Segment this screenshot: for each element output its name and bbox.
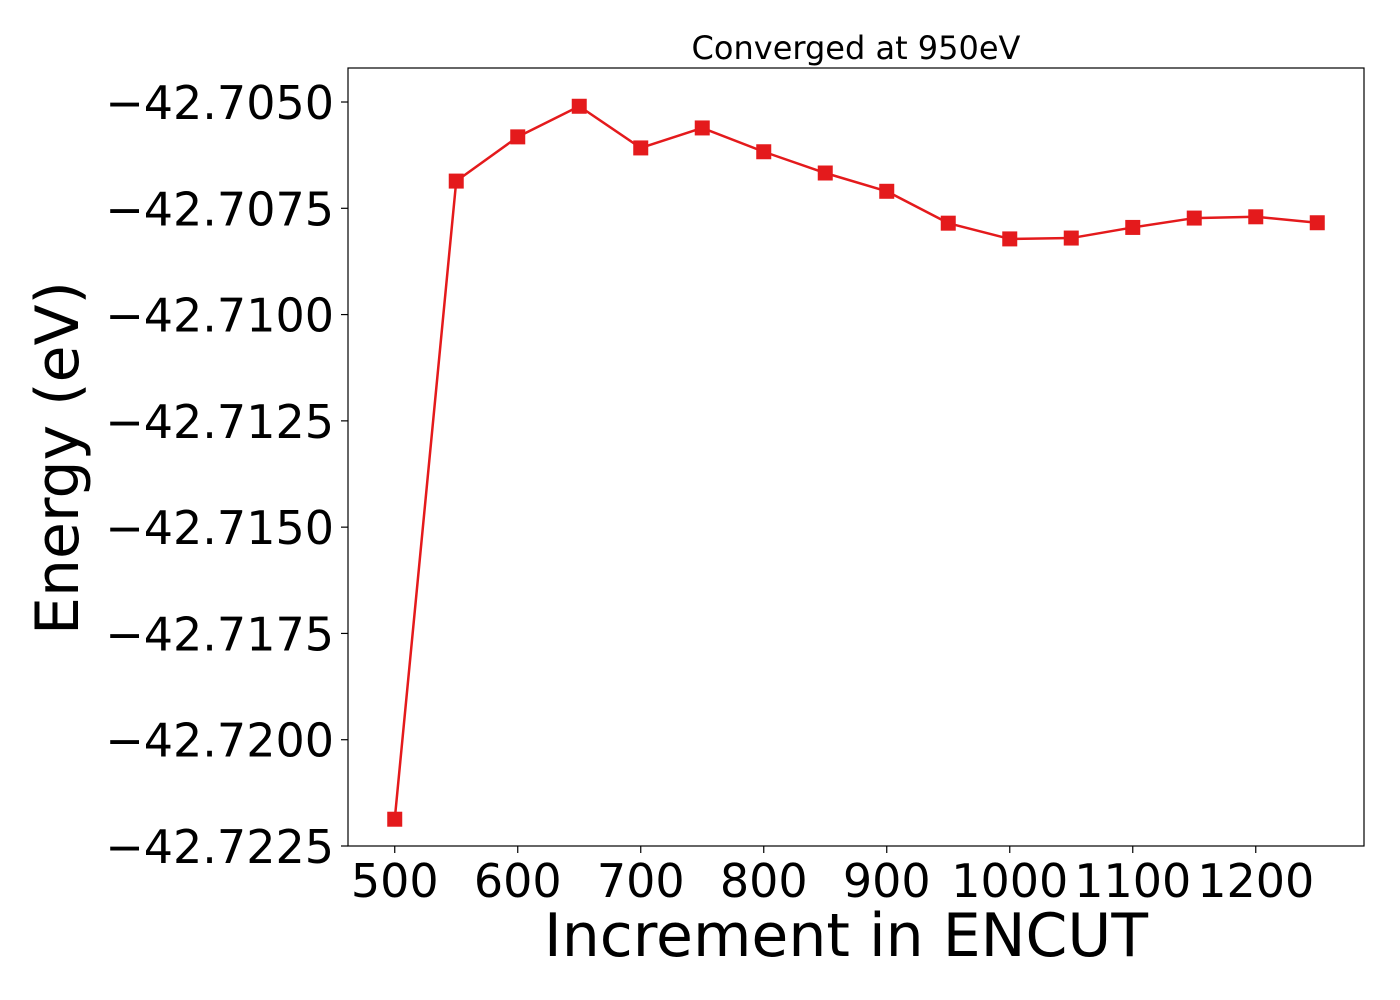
data-point <box>756 144 772 160</box>
data-point <box>633 140 649 156</box>
data-point <box>940 215 956 231</box>
data-point <box>694 120 710 136</box>
chart-title: Converged at 950eV <box>692 29 1021 67</box>
x-tick-label: 900 <box>843 854 931 908</box>
data-point <box>448 173 464 189</box>
x-axis-title: Increment in ENCUT <box>544 901 1148 971</box>
series-line <box>393 105 1318 820</box>
x-tick-label: 600 <box>474 854 562 908</box>
data-point <box>387 811 403 827</box>
data-point <box>1125 219 1141 235</box>
plot-area: 500 600 700 800 900 1000 1100 1200 −42.7050 −42.7… <box>105 67 1365 908</box>
x-tick-label: 800 <box>720 854 808 908</box>
data-point <box>1248 209 1264 225</box>
x-tick-label: 1200 <box>1197 854 1314 908</box>
data-point <box>1309 215 1325 231</box>
y-tick-label: −42.7175 <box>105 607 334 661</box>
data-point <box>510 129 526 145</box>
y-tick-label: −42.7075 <box>105 182 334 236</box>
y-tick-label: −42.7125 <box>105 395 334 449</box>
plot-frame <box>347 67 1365 847</box>
data-point <box>817 165 833 181</box>
data-point <box>571 98 587 114</box>
y-tick-label: −42.7150 <box>105 501 334 555</box>
y-tick-label: −42.7050 <box>105 76 334 130</box>
data-point <box>1063 230 1079 246</box>
x-tick-label: 1000 <box>951 854 1068 908</box>
data-point <box>1186 210 1202 226</box>
x-tick-label: 500 <box>351 854 439 908</box>
x-tick-label: 1100 <box>1074 854 1191 908</box>
y-tick-label: −42.7225 <box>105 820 334 874</box>
data-point <box>1002 231 1018 247</box>
x-tick-label: 700 <box>597 854 685 908</box>
y-axis-title: Energy (eV) <box>23 281 93 635</box>
y-tick-label: −42.7200 <box>105 714 334 768</box>
data-point <box>879 183 895 199</box>
y-tick-label: −42.7100 <box>105 289 334 343</box>
